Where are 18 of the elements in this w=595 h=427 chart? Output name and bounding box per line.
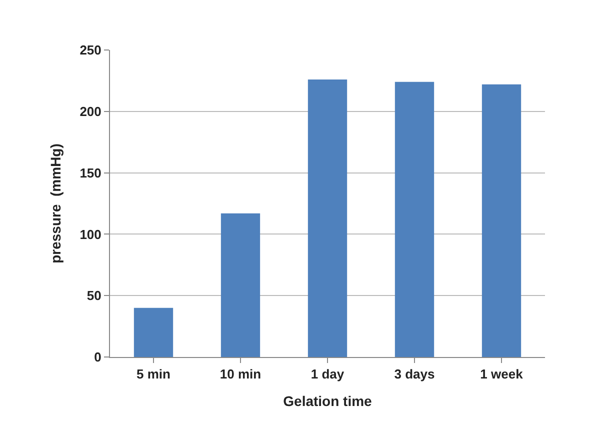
y-tick-label: 100 <box>80 226 102 242</box>
bar <box>308 79 348 357</box>
x-tick-label: 1 week <box>480 366 524 382</box>
bar <box>394 82 434 357</box>
x-tick-label: 3 days <box>394 366 435 382</box>
y-tick-label: 50 <box>86 288 102 304</box>
x-axis-title: Gelation time <box>283 392 372 409</box>
bar <box>482 84 522 357</box>
y-tick-label: 0 <box>94 350 102 365</box>
bar <box>134 308 174 357</box>
x-tick-label: 1 day <box>310 366 345 382</box>
x-tick-label: 10 min <box>220 366 262 382</box>
y-tick-label: 200 <box>80 104 102 119</box>
y-tick-label: 150 <box>80 165 102 180</box>
bar <box>220 213 260 357</box>
y-tick-label: 250 <box>80 42 102 58</box>
x-tick-label: 5 min <box>136 366 171 382</box>
y-axis-title: pressure (mmHg) <box>47 144 64 264</box>
